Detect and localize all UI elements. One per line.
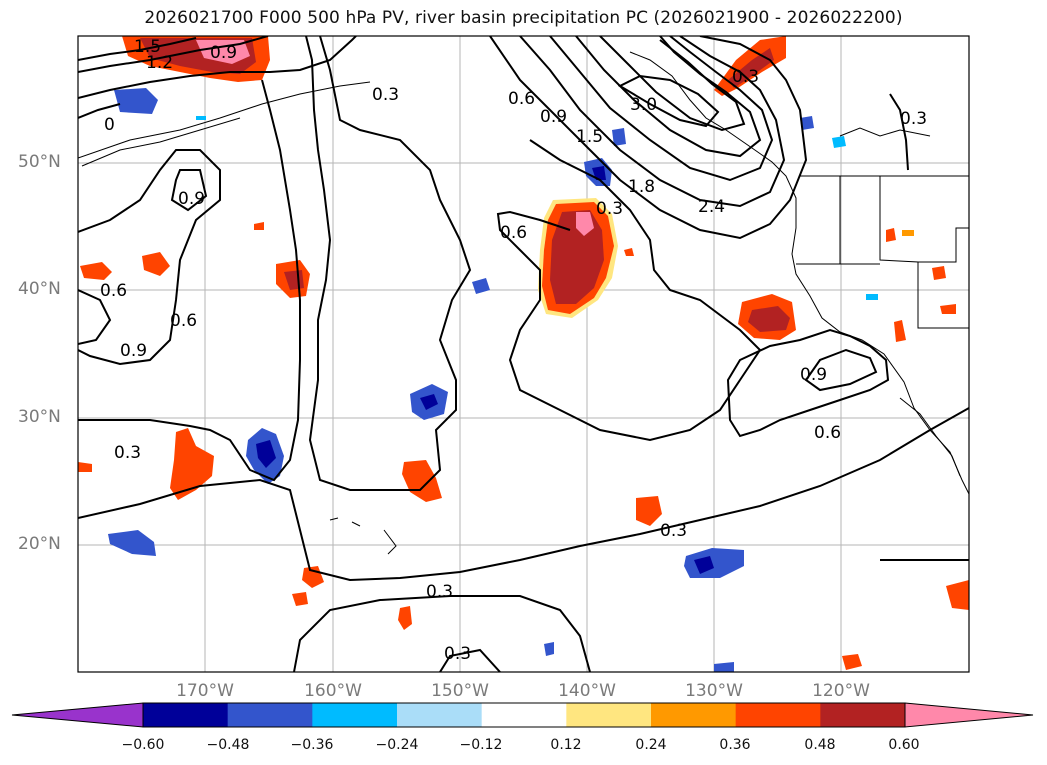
chart-title: 2026021700 F000 500 hPa PV, river basin …	[144, 8, 903, 28]
lon-tick-label: 150°W	[431, 681, 489, 701]
contour-label: 0.9	[800, 365, 827, 385]
contour-label: 0.6	[500, 223, 527, 243]
contour-label: 0.6	[508, 89, 535, 109]
contour-label: 2.4	[698, 197, 725, 217]
contour-label: 0.6	[814, 423, 841, 443]
map-panel: 1.5 1.2 0.9 0.3 0 0.3 0.6 0.9 1.5 3.0 1.…	[77, 35, 970, 673]
colorbar-tick-label: −0.12	[459, 737, 503, 753]
contour-label: 0	[104, 115, 115, 135]
contour-label: 0.3	[900, 109, 927, 129]
contour-label: 0.3	[114, 443, 141, 463]
colorbar	[11, 702, 1034, 728]
colorbar-cell	[227, 703, 313, 727]
contour-label: 1.5	[576, 127, 603, 147]
contour-label: 0.9	[210, 43, 237, 63]
contour-label: 0.3	[660, 521, 687, 541]
contour-labels: 1.5 1.2 0.9 0.3 0 0.3 0.6 0.9 1.5 3.0 1.…	[100, 37, 927, 664]
lon-tick-label: 140°W	[558, 681, 616, 701]
map-frame	[77, 35, 970, 673]
colorbar-cell	[312, 703, 398, 727]
lon-tick-label: 120°W	[812, 681, 870, 701]
coastlines	[78, 51, 969, 555]
contour-label: 1.5	[134, 37, 161, 57]
colorbar-cell	[143, 703, 229, 727]
lon-tick-label: 160°W	[304, 681, 362, 701]
colorbar-tick-label: 0.60	[888, 737, 920, 753]
contour-label: 1.2	[146, 53, 173, 73]
contour-label: 0.3	[596, 199, 623, 219]
colorbar-tick-label: 0.24	[635, 737, 667, 753]
contour-label: 0.6	[100, 281, 127, 301]
contour-label: 3.0	[630, 95, 657, 115]
contour-label: 0.3	[444, 644, 471, 664]
colorbar-tick-label: −0.48	[206, 737, 250, 753]
colorbar-tick-label: 0.12	[550, 737, 582, 753]
contour-label: 0.3	[372, 85, 399, 105]
colorbar-tick-label: −0.24	[375, 737, 419, 753]
colorbar-tick-label: −0.60	[121, 737, 165, 753]
colorbar-tick-label: −0.36	[290, 737, 334, 753]
colorbar-extend-low	[11, 702, 144, 728]
pv-contours	[78, 36, 969, 672]
contour-label: 0.9	[120, 341, 147, 361]
contour-label: 0.9	[178, 189, 205, 209]
lat-tick-label: 20°N	[18, 534, 61, 554]
colorbar-cell	[397, 703, 483, 727]
colorbar-cell	[481, 703, 567, 727]
colorbar-cell	[735, 703, 821, 727]
lon-tick-label: 170°W	[176, 681, 234, 701]
lon-tick-label: 130°W	[685, 681, 743, 701]
contour-label: 0.3	[426, 582, 453, 602]
contour-label: 0.6	[170, 311, 197, 331]
colorbar-cell	[651, 703, 737, 727]
colorbar-tick-label: 0.48	[804, 737, 836, 753]
lat-tick-label: 30°N	[18, 407, 61, 427]
contour-label: 0.3	[732, 67, 759, 87]
colorbar-cell	[820, 703, 906, 727]
colorbar-extend-high	[904, 702, 1034, 728]
contour-label: 1.8	[628, 177, 655, 197]
colorbar-cell	[566, 703, 652, 727]
lat-tick-label: 50°N	[18, 152, 61, 172]
lat-tick-label: 40°N	[18, 279, 61, 299]
precipitation-shading	[78, 36, 969, 672]
colorbar-tick-label: 0.36	[719, 737, 751, 753]
contour-label: 0.9	[540, 107, 567, 127]
